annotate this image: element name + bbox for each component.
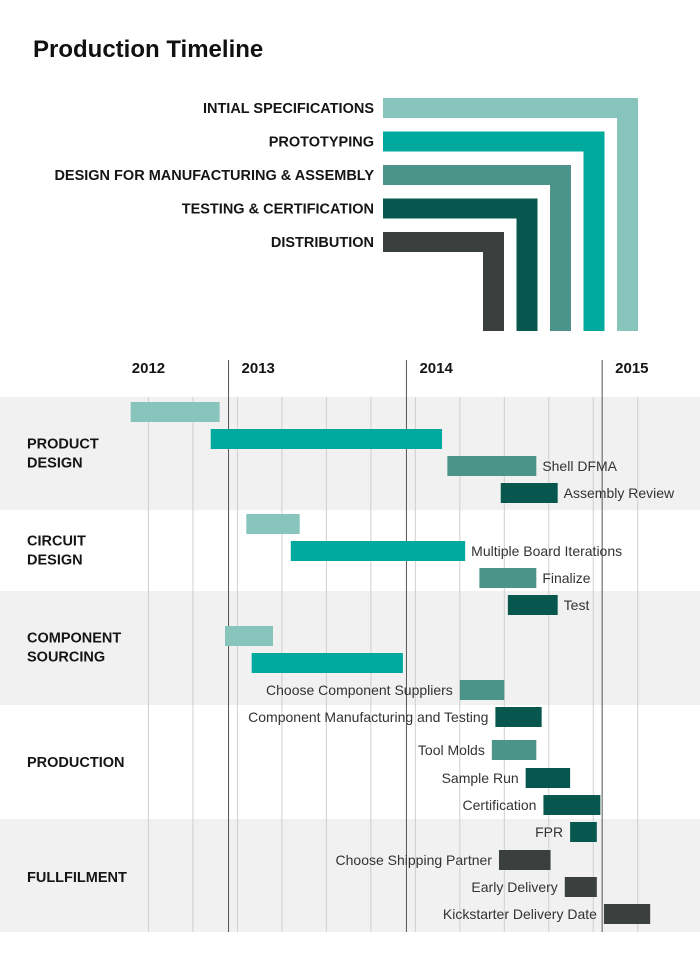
legend-item-2: PROTOTYPING xyxy=(269,131,605,331)
gantt-bar xyxy=(564,877,597,897)
legend-stair-horizontal xyxy=(383,232,504,252)
section-label-line: DESIGN xyxy=(27,456,83,472)
legend-stair-horizontal xyxy=(383,98,638,118)
year-label: 2013 xyxy=(242,360,275,377)
gantt-bar xyxy=(543,795,601,815)
bar-label: Test xyxy=(564,597,590,613)
legend-label: PROTOTYPING xyxy=(269,135,374,151)
year-marker: 2012 xyxy=(132,360,165,377)
section-label-line: DESIGN xyxy=(27,553,83,569)
section-label-line: COMPONENT xyxy=(27,631,121,647)
gantt-bar xyxy=(479,568,537,588)
bar-label: Early Delivery xyxy=(471,879,557,895)
gantt-bar xyxy=(495,707,542,727)
gantt-bar xyxy=(246,514,300,534)
section-band xyxy=(0,397,700,510)
bar-label: Assembly Review xyxy=(564,485,675,501)
legend-item-3: DESIGN FOR MANUFACTURING & ASSEMBLY xyxy=(54,165,571,331)
gantt-bar xyxy=(459,680,505,700)
gantt-bar xyxy=(498,850,551,870)
gantt-bar xyxy=(570,822,597,842)
section-label-line: PRODUCT xyxy=(27,437,99,453)
bar-label: Sample Run xyxy=(442,770,519,786)
legend-item-4: TESTING & CERTIFICATION xyxy=(182,198,538,331)
legend-label: DESIGN FOR MANUFACTURING & ASSEMBLY xyxy=(54,168,374,184)
legend-stair-horizontal xyxy=(383,198,538,219)
section-labels: PRODUCT DESIGN CIRCUIT DESIGN COMPONENT SOURC… xyxy=(27,437,127,887)
bar-label: Multiple Board Iterations xyxy=(471,543,622,559)
gantt-bar xyxy=(500,483,558,503)
section-label-line: SOURCING xyxy=(27,650,105,666)
legend-stair-vertical xyxy=(483,232,504,331)
gantt-bar xyxy=(130,402,220,422)
gantt-bar xyxy=(251,653,403,673)
bar-label: Kickstarter Delivery Date xyxy=(443,906,597,922)
legend-label: DISTRIBUTION xyxy=(271,235,374,251)
bar-label: Choose Shipping Partner xyxy=(336,852,493,868)
section-label-line: FULLFILMENT xyxy=(27,870,127,886)
year-marker: 2014 xyxy=(405,360,453,932)
section-label: PRODUCTION xyxy=(27,755,124,771)
year-label: 2015 xyxy=(615,360,648,377)
section-label: CIRCUIT DESIGN xyxy=(27,534,86,569)
gantt-bar xyxy=(491,740,537,760)
bar-label: Certification xyxy=(463,797,537,813)
bar-label: Shell DFMA xyxy=(542,458,617,474)
bar-label: Component Manufacturing and Testing xyxy=(248,709,488,725)
legend: INTIAL SPECIFICATIONS PROTOTYPING DESIGN F… xyxy=(54,98,638,331)
gantt-bar xyxy=(447,456,537,476)
year-label: 2014 xyxy=(419,360,453,377)
legend-stair-horizontal xyxy=(383,131,605,152)
gantt-bar xyxy=(210,429,443,449)
legend-stair-vertical xyxy=(583,131,605,331)
legend-label: TESTING & CERTIFICATION xyxy=(182,202,374,218)
legend-stair-horizontal xyxy=(383,165,571,185)
year-marker: 2015 xyxy=(601,360,649,932)
legend-stair-vertical xyxy=(550,165,571,331)
bar-label: Choose Component Suppliers xyxy=(266,682,453,698)
section-label-line: CIRCUIT xyxy=(27,534,86,550)
legend-stair-vertical xyxy=(617,98,638,331)
legend-item-5: DISTRIBUTION xyxy=(271,232,504,331)
gantt-bar xyxy=(224,626,274,646)
legend-item-1: INTIAL SPECIFICATIONS xyxy=(203,98,638,331)
bar-label: Tool Molds xyxy=(418,742,485,758)
bar-labels: Shell DFMA Assembly Review Multiple Board … xyxy=(248,458,675,922)
legend-label: INTIAL SPECIFICATIONS xyxy=(203,101,374,117)
bar-label: Finalize xyxy=(542,570,590,586)
gantt-bars xyxy=(130,402,651,924)
chart-title: Production Timeline xyxy=(33,36,264,63)
legend-stair-vertical xyxy=(516,198,538,331)
bar-label: FPR xyxy=(535,824,563,840)
section-label: FULLFILMENT xyxy=(27,870,127,886)
gantt-bar xyxy=(603,904,651,924)
gantt-bar xyxy=(525,768,571,788)
gantt-bar xyxy=(290,541,466,561)
section-label-line: PRODUCTION xyxy=(27,755,124,771)
gantt-bar xyxy=(507,595,558,615)
year-label: 2012 xyxy=(132,360,165,377)
section-band xyxy=(0,591,700,705)
section-label: PRODUCT DESIGN xyxy=(27,437,99,472)
section-label: COMPONENT SOURCING xyxy=(27,631,121,666)
